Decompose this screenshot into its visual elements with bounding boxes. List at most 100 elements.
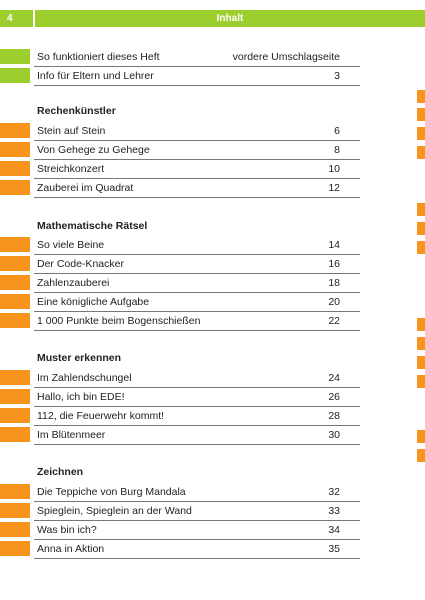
entry-page: 30 <box>328 429 340 441</box>
edge-tab <box>417 222 425 235</box>
divider <box>34 539 360 540</box>
entry-page: 32 <box>328 486 340 498</box>
entry-label: So funktioniert dieses Heft <box>37 51 160 63</box>
orange-marker <box>0 142 30 157</box>
toc-entry[interactable]: 112, die Feuerwehr kommt! 28 <box>0 407 360 426</box>
divider <box>34 425 360 426</box>
entry-label: Der Code-Knacker <box>37 258 124 270</box>
divider <box>34 66 360 67</box>
entry-page: 3 <box>334 70 340 82</box>
entry-label: Stein auf Stein <box>37 125 106 137</box>
toc-entry[interactable]: Im Blütenmeer 30 <box>0 426 360 445</box>
entry-label: Zauberei im Quadrat <box>37 182 134 194</box>
toc-entry[interactable]: Stein auf Stein 6 <box>0 122 360 141</box>
orange-marker <box>0 123 30 138</box>
section-heading-zeichnen: Zeichnen <box>37 466 84 478</box>
entry-page: 8 <box>334 144 340 156</box>
entry-label: 112, die Feuerwehr kommt! <box>37 410 165 422</box>
toc-entry-info-eltern[interactable]: Info für Eltern und Lehrer 3 <box>0 67 360 86</box>
entry-page: 10 <box>328 163 340 175</box>
entry-page: 24 <box>328 372 340 384</box>
divider <box>34 254 360 255</box>
entry-label: Anna in Aktion <box>37 543 105 555</box>
orange-marker <box>0 503 30 518</box>
toc-entry[interactable]: Im Zahlendschungel 24 <box>0 369 360 388</box>
page-header: 4 Inhalt <box>0 10 425 27</box>
orange-marker <box>0 275 30 290</box>
edge-tab <box>417 430 425 443</box>
divider <box>34 273 360 274</box>
entry-page: 34 <box>328 524 340 536</box>
divider <box>34 444 360 445</box>
entry-label: Im Zahlendschungel <box>37 372 132 384</box>
orange-marker <box>0 313 30 328</box>
toc-entry-so-funktioniert[interactable]: So funktioniert dieses Heft vordere Umsc… <box>0 48 360 67</box>
entry-label: Im Blütenmeer <box>37 429 106 441</box>
toc-entry[interactable]: Der Code-Knacker 16 <box>0 255 360 274</box>
entry-label: Von Gehege zu Gehege <box>37 144 150 156</box>
divider <box>34 85 360 86</box>
toc-entry[interactable]: So viele Beine 14 <box>0 236 360 255</box>
entry-label: Zahlenzauberei <box>37 277 110 289</box>
orange-marker <box>0 484 30 499</box>
toc-entry[interactable]: Anna in Aktion 35 <box>0 540 360 559</box>
divider <box>34 140 360 141</box>
edge-tab <box>417 146 425 159</box>
entry-label: Info für Eltern und Lehrer <box>37 70 154 82</box>
divider <box>34 520 360 521</box>
edge-tab <box>417 375 425 388</box>
orange-marker <box>0 541 30 556</box>
edge-tab <box>417 241 425 254</box>
divider <box>34 330 360 331</box>
toc-entry[interactable]: Die Teppiche von Burg Mandala 32 <box>0 483 360 502</box>
divider <box>34 292 360 293</box>
toc-entry[interactable]: Was bin ich? 34 <box>0 521 360 540</box>
toc-entry[interactable]: Spieglein, Spieglein an der Wand 33 <box>0 502 360 521</box>
toc-entry[interactable]: Streichkonzert 10 <box>0 160 360 179</box>
entry-page: 26 <box>328 391 340 403</box>
edge-tab <box>417 318 425 331</box>
toc-entry[interactable]: Zauberei im Quadrat 12 <box>0 179 360 198</box>
edge-tab <box>417 127 425 140</box>
divider <box>34 178 360 179</box>
page-number: 4 <box>0 10 33 27</box>
page-title: Inhalt <box>35 10 425 27</box>
entry-page: 6 <box>334 125 340 137</box>
entry-page: 16 <box>328 258 340 270</box>
green-marker <box>0 68 30 83</box>
entry-page: 12 <box>328 182 340 194</box>
entry-label: Eine königliche Aufgabe <box>37 296 150 308</box>
edge-tab <box>417 337 425 350</box>
entry-page: vordere Umschlagseite <box>232 51 340 63</box>
toc-entry[interactable]: 1 000 Punkte beim Bogenschießen 22 <box>0 312 360 331</box>
orange-marker <box>0 370 30 385</box>
toc-entry[interactable]: Von Gehege zu Gehege 8 <box>0 141 360 160</box>
orange-marker <box>0 237 30 252</box>
entry-page: 33 <box>328 505 340 517</box>
edge-tab <box>417 203 425 216</box>
divider <box>34 311 360 312</box>
orange-marker <box>0 427 30 442</box>
section-heading-rechenkuenstler: Rechenkünstler <box>37 105 116 117</box>
section-heading-muster-erkennen: Muster erkennen <box>37 352 122 364</box>
orange-marker <box>0 294 30 309</box>
divider <box>34 406 360 407</box>
orange-marker <box>0 522 30 537</box>
toc-entry[interactable]: Hallo, ich bin EDE! 26 <box>0 388 360 407</box>
entry-label: Was bin ich? <box>37 524 97 536</box>
toc-entry[interactable]: Eine königliche Aufgabe 20 <box>0 293 360 312</box>
entry-label: Hallo, ich bin EDE! <box>37 391 125 403</box>
orange-marker <box>0 408 30 423</box>
green-marker <box>0 49 30 64</box>
entry-page: 22 <box>328 315 340 327</box>
orange-marker <box>0 180 30 195</box>
orange-marker <box>0 389 30 404</box>
divider <box>34 197 360 198</box>
toc-entry[interactable]: Zahlenzauberei 18 <box>0 274 360 293</box>
edge-tab <box>417 108 425 121</box>
entry-label: 1 000 Punkte beim Bogenschießen <box>37 315 201 327</box>
edge-tab <box>417 90 425 103</box>
orange-marker <box>0 161 30 176</box>
edge-tab <box>417 449 425 462</box>
